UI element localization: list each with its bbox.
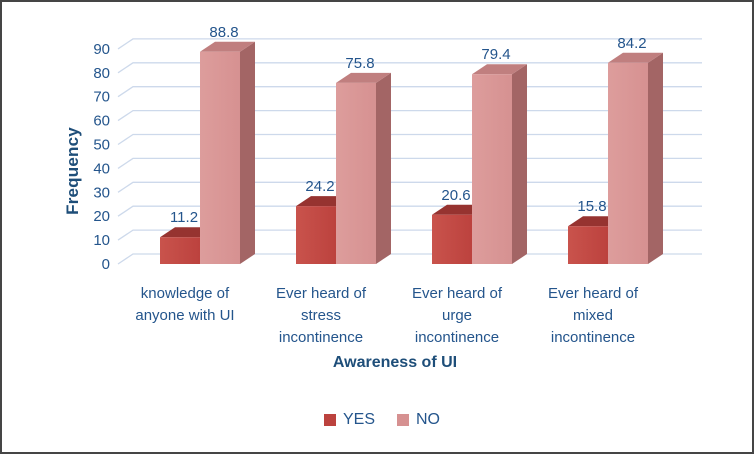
bar-yes-front — [568, 226, 608, 264]
bar-no-front — [336, 82, 376, 264]
category-label-line: incontinence — [278, 329, 364, 346]
data-label-yes: 20.6 — [441, 187, 470, 204]
legend-item-yes: YES — [323, 411, 375, 429]
category-label-4: Ever heard of mixed incontinence — [511, 283, 675, 349]
y-tick-label-0: 0 — [102, 256, 110, 273]
y-axis-title: Frequency — [63, 127, 82, 215]
y-tick-label-30: 30 — [93, 184, 110, 201]
bar-no-side — [512, 64, 527, 264]
y-tick-label-40: 40 — [93, 160, 110, 177]
category-label-2: Ever heard of stress incontinence — [239, 283, 403, 349]
bar-no-top — [200, 41, 255, 52]
legend-item-no: NO — [397, 411, 440, 429]
legend-swatch-icon — [397, 414, 409, 426]
category-label-line: anyone with UI — [135, 307, 235, 324]
gridline-90 — [117, 38, 702, 50]
data-label-yes: 15.8 — [577, 198, 606, 215]
category-label-1: knowledge of anyone with UI — [103, 283, 267, 327]
y-tick-label-70: 70 — [93, 89, 110, 106]
bar-no-front — [472, 74, 512, 264]
category-label-line: mixed — [572, 307, 613, 324]
bar-no-top — [336, 72, 391, 83]
category-label-line: knowledge of — [140, 285, 230, 302]
bar-no-front — [200, 51, 240, 264]
x-axis-title: Awareness of UI — [332, 354, 458, 371]
chart-legend: YES NO — [2, 411, 752, 429]
bar-yes-front — [296, 206, 336, 264]
legend-swatch-icon — [323, 414, 336, 426]
data-label-no: 79.4 — [481, 46, 510, 63]
category-label-line: urge — [441, 307, 473, 324]
category-label-line: incontinence — [550, 329, 636, 346]
bar-no-side — [376, 72, 391, 264]
category-label-line: stress — [300, 307, 341, 324]
data-label-yes: 11.2 — [170, 209, 198, 226]
y-tick-label-20: 20 — [93, 208, 110, 225]
category-label-line: Ever heard of — [411, 285, 503, 302]
legend-label: NO — [416, 411, 440, 428]
bar-no-side — [648, 52, 663, 265]
bar-no-side — [240, 41, 255, 264]
category-label-line: incontinence — [414, 329, 500, 346]
y-tick-label-50: 50 — [93, 137, 110, 154]
bar-no-top — [608, 52, 663, 63]
y-tick-label-90: 90 — [93, 41, 110, 58]
bar-no-front — [608, 62, 648, 265]
bar-yes-front — [432, 214, 472, 264]
y-tick-label-60: 60 — [93, 113, 110, 130]
data-label-no: 88.8 — [209, 24, 238, 41]
gridline-80 — [117, 62, 702, 74]
bar-yes-front — [160, 237, 200, 264]
y-tick-label-80: 80 — [93, 65, 110, 82]
data-label-yes: 24.2 — [305, 178, 334, 195]
data-label-no: 84.2 — [617, 35, 646, 52]
category-label-line: Ever heard of — [547, 285, 639, 302]
category-label-3: Ever heard of urge incontinence — [375, 283, 539, 349]
category-label-line: Ever heard of — [275, 285, 367, 302]
bar-no-top — [472, 64, 527, 75]
y-tick-label-10: 10 — [93, 232, 110, 249]
legend-label: YES — [342, 411, 375, 428]
data-label-no: 75.8 — [345, 55, 374, 72]
